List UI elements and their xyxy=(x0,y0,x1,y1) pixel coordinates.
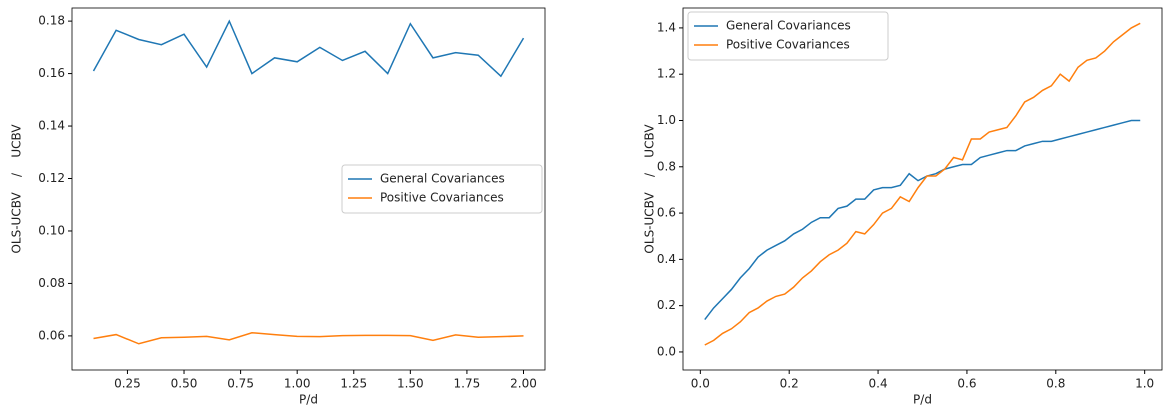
data-line xyxy=(93,331,524,345)
y-tick-label: 0.12 xyxy=(38,171,65,185)
y-tick-label: 0.18 xyxy=(38,14,65,28)
x-tick-label: 0.75 xyxy=(227,377,254,391)
x-tick-label: 1.50 xyxy=(397,377,424,391)
y-tick-label: 0.8 xyxy=(657,159,676,173)
legend-box xyxy=(687,11,889,61)
x-tick-label: 0.4 xyxy=(869,377,888,391)
x-tick-label: 1.0 xyxy=(1135,377,1154,391)
axes-frame xyxy=(71,7,546,371)
legend-label: General Covariances xyxy=(726,19,851,33)
y-tick-label: 0.0 xyxy=(657,344,676,358)
x-axis-label: P/d xyxy=(913,393,932,407)
y-tick-label: 0.08 xyxy=(38,276,65,290)
x-tick-label: 0.6 xyxy=(957,377,976,391)
y-tick-label: 0.6 xyxy=(657,206,676,220)
y-tick-label: 1.0 xyxy=(657,113,676,127)
data-line xyxy=(92,19,525,78)
y-tick-label: 1.4 xyxy=(657,20,676,34)
y-axis-label: OLS-UCBV / UCBV xyxy=(10,124,24,254)
y-tick-label: 0.10 xyxy=(38,223,65,237)
axes-frame xyxy=(682,7,1163,371)
x-tick-label: 0.0 xyxy=(691,377,710,391)
y-axis-label: OLS-UCBV / UCBV xyxy=(643,124,657,254)
x-tick-label: 1.00 xyxy=(284,377,311,391)
subplot: 0.25 0.50 0.75 1.00 1.25 1.50 1.75 2.00 0.06 0.08… xyxy=(10,7,546,407)
y-tick-label: 0.4 xyxy=(657,252,676,266)
y-tick-label: 0.14 xyxy=(38,119,65,133)
legend-label: Positive Covariances xyxy=(380,191,504,205)
x-axis-label: P/d xyxy=(299,393,318,407)
x-tick-label: 1.75 xyxy=(454,377,481,391)
y-tick-label: 1.2 xyxy=(657,67,676,81)
y-tick-label: 0.06 xyxy=(38,328,65,342)
x-tick-label: 0.50 xyxy=(171,377,198,391)
data-line xyxy=(704,22,1141,346)
y-tick-label: 0.2 xyxy=(657,298,676,312)
x-tick-label: 2.00 xyxy=(510,377,537,391)
data-line xyxy=(704,119,1141,320)
x-tick-label: 0.25 xyxy=(114,377,141,391)
x-tick-label: 1.25 xyxy=(340,377,367,391)
subplot: 0.0 0.2 0.4 0.6 0.8 1.0 0.0 0.2 0.4 0.6 0.8 1.0 1.2 1… xyxy=(643,7,1163,407)
y-tick-label: 0.16 xyxy=(38,66,65,80)
x-tick-label: 0.2 xyxy=(780,377,799,391)
legend-label: Positive Covariances xyxy=(726,38,850,52)
legend-box xyxy=(341,164,543,214)
x-tick-label: 0.8 xyxy=(1046,377,1065,391)
legend-label: General Covariances xyxy=(380,172,505,186)
